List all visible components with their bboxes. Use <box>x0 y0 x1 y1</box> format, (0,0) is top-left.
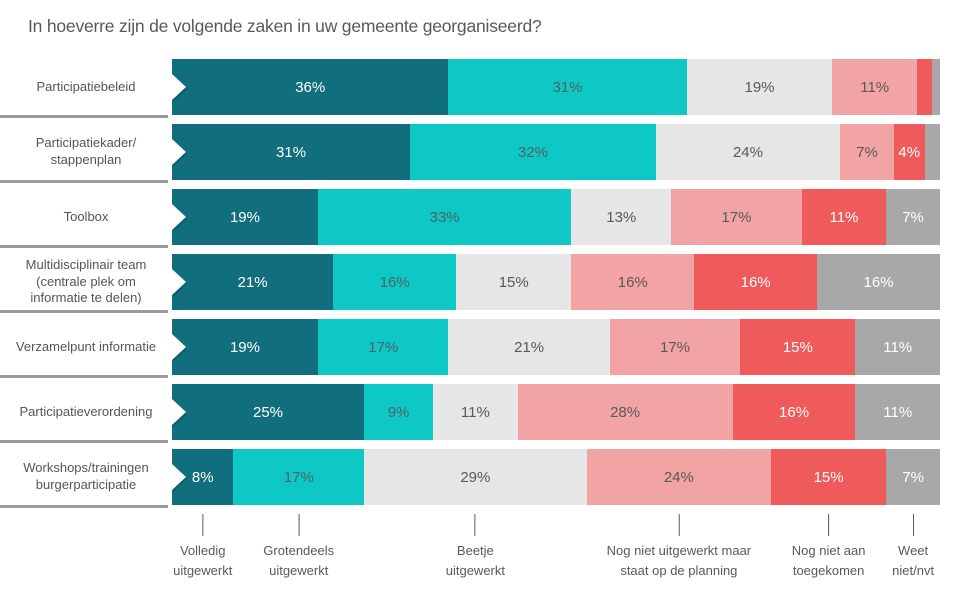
chart-row: Participatiebeleid 36% 31% 19% 11% <box>0 59 940 115</box>
category-label: Verzamelpunt informatie <box>0 319 172 375</box>
bar-segment-volledig-uitgewerkt: 19% <box>172 319 318 375</box>
bar-segment-grotendeels-uitgewerkt: 17% <box>233 449 364 505</box>
legend-tick <box>678 514 680 536</box>
category-label: Participatieverordening <box>0 384 172 440</box>
stacked-bar: 36% 31% 19% 11% <box>172 59 940 115</box>
bar-segment-beetje-uitgewerkt: 11% <box>433 384 518 440</box>
legend-label: Beetje uitgewerkt <box>445 543 505 578</box>
bar-segment-weet-niet-nvt <box>924 124 940 180</box>
chart-row: Multidisciplinair team (centrale plek om… <box>0 254 940 310</box>
bar-segment-grotendeels-uitgewerkt: 33% <box>317 189 572 245</box>
stacked-bar: 19% 17% 21% 17% 15% 11% <box>172 319 940 375</box>
stacked-bar: 19% 33% 13% 17% 11% 7% <box>172 189 940 245</box>
bar-segment-volledig-uitgewerkt: 21% <box>172 254 334 310</box>
stacked-bar: 31% 32% 24% 7% 4% <box>172 124 940 180</box>
bar-segment-nog-niet-aan-toegekomen <box>916 59 933 115</box>
legend-item-nog-niet-uitgewerkt-maar-staat-op-de-planning: Nog niet uitgewerkt maar staat op de pla… <box>606 514 752 580</box>
chart-legend: Volledig uitgewerkt Grotendeels uitgewerk… <box>172 514 940 598</box>
bar-segment-nog-niet-uitgewerkt-maar-staat-op-de-planning: 24% <box>586 449 772 505</box>
bar-segment-grotendeels-uitgewerkt: 31% <box>448 59 687 115</box>
chart-rows: Participatiebeleid 36% 31% 19% 11% Participat… <box>0 59 968 505</box>
bar-segment-weet-niet-nvt: 11% <box>855 384 940 440</box>
bar-segment-nog-niet-uitgewerkt-maar-staat-op-de-planning: 16% <box>571 254 695 310</box>
legend-tick <box>202 514 204 536</box>
bar-segment-beetje-uitgewerkt: 19% <box>686 59 833 115</box>
stacked-bar: 8% 17% 29% 24% 15% 7% <box>172 449 940 505</box>
chart-row: Verzamelpunt informatie 19% 17% 21% 17% 15% 11… <box>0 319 940 375</box>
bar-segment-grotendeels-uitgewerkt: 16% <box>333 254 457 310</box>
bar-segment-weet-niet-nvt <box>932 59 940 115</box>
bar-segment-weet-niet-nvt: 11% <box>855 319 940 375</box>
bar-segment-grotendeels-uitgewerkt: 32% <box>410 124 656 180</box>
bar-segment-nog-niet-aan-toegekomen: 15% <box>740 319 856 375</box>
bar-segment-nog-niet-uitgewerkt-maar-staat-op-de-planning: 11% <box>832 59 917 115</box>
bar-segment-nog-niet-aan-toegekomen: 16% <box>694 254 818 310</box>
stacked-bar: 21% 16% 15% 16% 16% 16% <box>172 254 940 310</box>
bar-segment-nog-niet-aan-toegekomen: 16% <box>732 384 856 440</box>
bar-segment-nog-niet-uitgewerkt-maar-staat-op-de-planning: 17% <box>671 189 802 245</box>
legend-item-nog-niet-aan-toegekomen: Nog niet aan toegekomen <box>791 514 866 580</box>
category-label: Multidisciplinair team (centrale plek om… <box>0 254 172 310</box>
category-label: Participatiebeleid <box>0 59 172 115</box>
bar-segment-weet-niet-nvt: 7% <box>886 189 940 245</box>
bar-segment-volledig-uitgewerkt: 36% <box>172 59 449 115</box>
chart-row: Participatieverordening 25% 9% 11% 28% 16% 11% <box>0 384 940 440</box>
bar-segment-grotendeels-uitgewerkt: 9% <box>364 384 434 440</box>
legend-item-beetje-uitgewerkt: Beetje uitgewerkt <box>446 514 505 580</box>
legend-item-volledig-uitgewerkt: Volledig uitgewerkt <box>173 514 232 580</box>
legend-tick <box>828 514 830 536</box>
bar-segment-beetje-uitgewerkt: 24% <box>655 124 841 180</box>
bar-segment-beetje-uitgewerkt: 15% <box>456 254 572 310</box>
bar-segment-volledig-uitgewerkt: 31% <box>172 124 411 180</box>
bar-segment-volledig-uitgewerkt: 25% <box>172 384 364 440</box>
bar-segment-nog-niet-aan-toegekomen: 15% <box>771 449 887 505</box>
legend-label: Volledig uitgewerkt <box>173 543 233 578</box>
legend-label: Weet niet/nvt <box>892 543 935 578</box>
category-label: Workshops/trainingen burgerparticipatie <box>0 449 172 505</box>
bar-segment-beetje-uitgewerkt: 29% <box>363 449 587 505</box>
legend-label: Nog niet aan toegekomen <box>791 543 866 578</box>
legend-item-grotendeels-uitgewerkt: Grotendeels uitgewerkt <box>263 514 334 580</box>
chart-row: Participatiekader/ stappenplan 31% 32% 24% 7… <box>0 124 940 180</box>
bar-segment-volledig-uitgewerkt: 19% <box>172 189 318 245</box>
chart-row: Workshops/trainingen burgerparticipatie 8… <box>0 449 940 505</box>
legend-tick <box>298 514 300 536</box>
bar-segment-nog-niet-aan-toegekomen: 4% <box>893 124 925 180</box>
bar-segment-weet-niet-nvt: 16% <box>817 254 940 310</box>
bar-segment-nog-niet-uitgewerkt-maar-staat-op-de-planning: 17% <box>609 319 741 375</box>
bar-segment-nog-niet-uitgewerkt-maar-staat-op-de-planning: 28% <box>517 384 733 440</box>
bar-segment-beetje-uitgewerkt: 21% <box>448 319 610 375</box>
bar-segment-nog-niet-aan-toegekomen: 11% <box>801 189 887 245</box>
bar-segment-weet-niet-nvt: 7% <box>886 449 940 505</box>
bar-segment-nog-niet-uitgewerkt-maar-staat-op-de-planning: 7% <box>840 124 894 180</box>
legend-tick <box>474 514 476 536</box>
chart-row: Toolbox 19% 33% 13% 17% 11% 7% <box>0 189 940 245</box>
stacked-bar: 25% 9% 11% 28% 16% 11% <box>172 384 940 440</box>
chart-title: In hoeverre zijn de volgende zaken in uw… <box>28 16 542 36</box>
category-label: Participatiekader/ stappenplan <box>0 124 172 180</box>
bar-segment-grotendeels-uitgewerkt: 17% <box>317 319 449 375</box>
legend-item-weet-niet-nvt: Weet niet/nvt <box>892 514 934 580</box>
bar-segment-beetje-uitgewerkt: 13% <box>571 189 672 245</box>
legend-label: Nog niet uitgewerkt maar staat op de pla… <box>606 543 752 578</box>
legend-label: Grotendeels uitgewerkt <box>263 543 335 578</box>
legend-tick <box>912 514 914 536</box>
category-label: Toolbox <box>0 189 172 245</box>
